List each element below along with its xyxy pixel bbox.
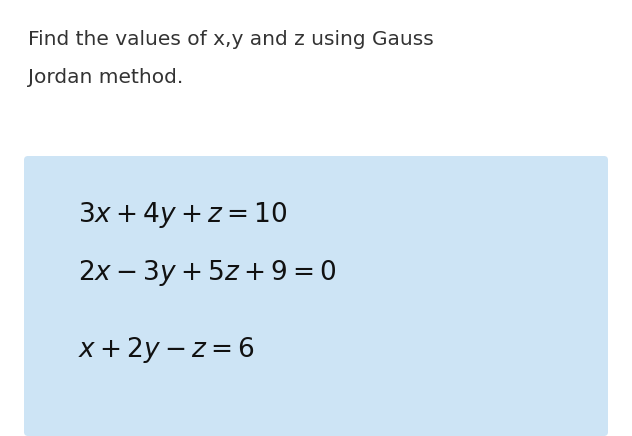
Text: Find the values of x,y and z using Gauss: Find the values of x,y and z using Gauss — [28, 30, 434, 49]
Text: $x + 2y - z = 6$: $x + 2y - z = 6$ — [78, 335, 255, 365]
Text: $2x - 3y + 5z + 9 = 0$: $2x - 3y + 5z + 9 = 0$ — [78, 258, 337, 288]
FancyBboxPatch shape — [24, 156, 608, 436]
Text: $3x + 4y + z = 10$: $3x + 4y + z = 10$ — [78, 200, 288, 230]
Text: Jordan method.: Jordan method. — [28, 68, 183, 87]
